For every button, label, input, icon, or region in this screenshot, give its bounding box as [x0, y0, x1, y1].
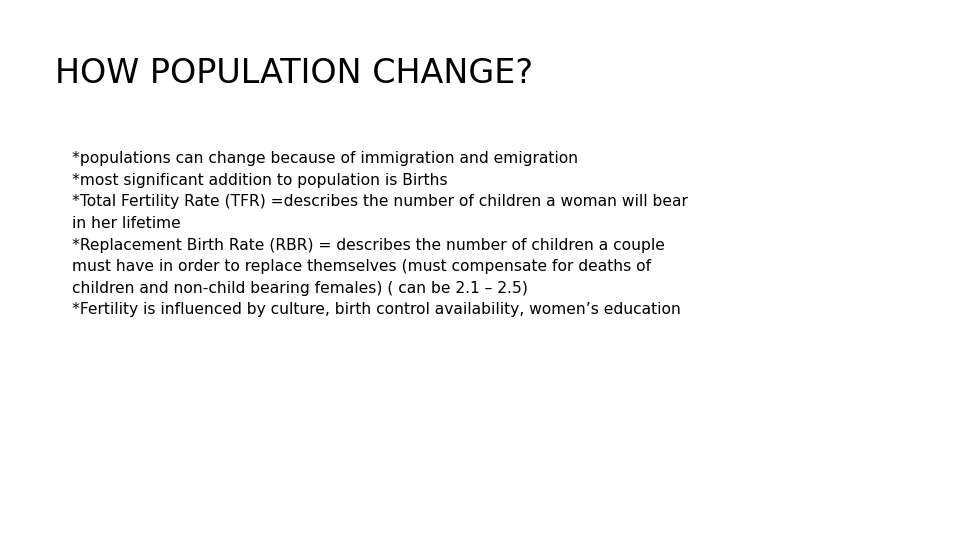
Text: HOW POPULATION CHANGE?: HOW POPULATION CHANGE? — [55, 57, 533, 90]
Text: *populations can change because of immigration and emigration
*most significant : *populations can change because of immig… — [72, 151, 688, 318]
